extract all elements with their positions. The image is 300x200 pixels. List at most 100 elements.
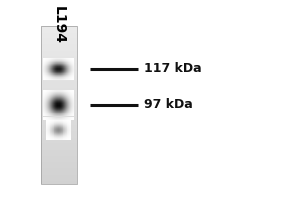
Bar [63,91,64,92]
Bar [46,106,47,107]
Bar [56,62,58,63]
Bar [70,107,71,108]
Bar [67,58,68,59]
Bar [67,121,68,122]
Bar [56,63,58,64]
Bar [49,104,50,105]
Bar [49,102,50,103]
Bar [52,101,53,102]
Bar [69,128,70,129]
Bar [72,68,73,69]
Bar [48,70,49,71]
Bar [71,79,72,80]
Bar [52,119,53,120]
Bar [71,104,72,105]
Bar [61,78,63,79]
Bar [44,68,45,69]
Bar [61,139,62,140]
Bar [61,123,62,124]
Bar [54,99,56,100]
Bar [48,71,49,72]
Bar [65,124,66,125]
Bar [54,64,56,65]
Bar [54,109,56,110]
Bar [46,111,47,112]
Bar [45,92,46,93]
Bar [65,125,66,126]
Bar [69,74,70,75]
Bar [66,115,67,116]
Bar [59,101,61,102]
Bar [58,117,59,118]
Bar [66,69,67,70]
Bar [43,70,44,71]
Bar [44,61,45,62]
Bar [72,90,73,91]
Bar [64,112,66,113]
Bar [70,61,71,62]
Bar [40,164,76,166]
Bar [43,75,44,76]
Bar [72,104,73,105]
Bar [49,98,50,99]
Bar [64,73,66,74]
Bar [53,67,54,68]
Bar [44,110,45,111]
Bar [63,99,64,100]
Bar [71,62,72,63]
Bar [45,94,46,95]
Bar [54,111,56,112]
Bar [47,115,48,116]
Bar [43,103,44,104]
Bar [57,127,58,128]
Bar [40,50,76,51]
Bar [61,74,63,75]
Bar [40,162,76,163]
Bar [70,105,71,106]
Bar [40,126,76,127]
Bar [59,124,60,125]
Bar [40,156,76,158]
Bar [49,105,50,106]
Bar [50,64,51,65]
Bar [66,121,67,122]
Bar [53,128,54,129]
Bar [56,91,58,92]
Bar [66,125,67,126]
Bar [66,92,67,93]
Bar [48,133,49,134]
Bar [45,96,46,97]
Bar [69,115,70,116]
Bar [50,130,51,131]
Bar [64,60,66,61]
Bar [47,99,48,100]
Bar [45,68,46,69]
Bar [61,135,62,136]
Bar [70,136,71,137]
Bar [59,91,61,92]
Bar [49,79,50,80]
Bar [66,127,67,128]
Bar [49,119,50,120]
Bar [70,137,71,138]
Bar [52,110,53,111]
Bar [64,92,66,93]
Bar [40,141,76,142]
Bar [62,130,63,131]
Bar [57,123,58,124]
Bar [49,117,50,118]
Bar [44,97,45,98]
Bar [58,111,59,112]
Bar [49,110,50,111]
Bar [51,65,52,66]
Bar [72,94,73,95]
Bar [54,70,56,71]
Bar [40,37,76,38]
Bar [64,124,65,125]
Bar [68,72,69,73]
Bar [59,111,61,112]
Bar [43,60,44,61]
Bar [40,143,76,144]
Bar [51,64,52,65]
Bar [69,104,70,105]
